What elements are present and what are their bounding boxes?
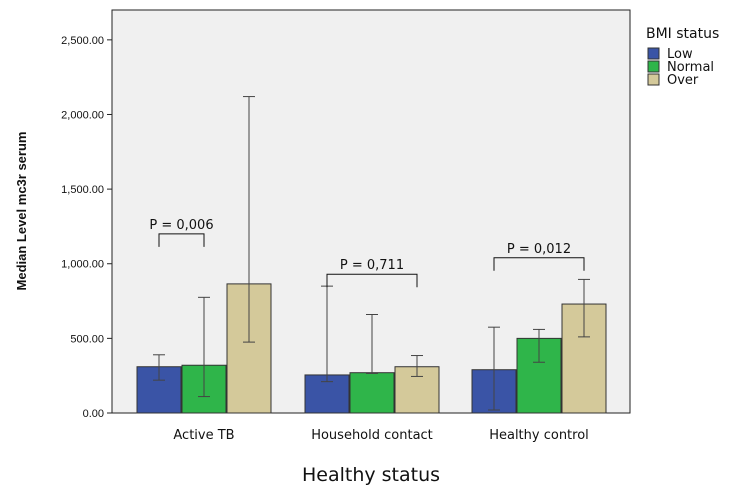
bar: [349, 372, 395, 414]
legend-swatch: [647, 73, 660, 86]
significance-bracket: [326, 273, 418, 288]
y-tick-label: 2,500.00: [61, 35, 104, 47]
legend-swatch: [647, 60, 660, 73]
significance-bracket: [158, 233, 205, 247]
p-value-label: P = 0,006: [149, 218, 213, 233]
legend-item-label: Low: [667, 47, 693, 62]
y-tick-label: 1,500.00: [61, 184, 104, 196]
y-tick-label: 2,000.00: [61, 109, 104, 121]
legend-title: BMI status: [646, 26, 719, 42]
x-axis-label: Healthy status: [302, 464, 440, 486]
legend-item-label: Normal: [667, 60, 714, 75]
p-value-label: P = 0,012: [507, 242, 571, 257]
significance-bracket: [493, 257, 585, 271]
x-tick-label: Household contact: [311, 428, 433, 443]
y-tick-label: 1,000.00: [61, 259, 104, 271]
y-axis-label: Median Level mc3r serum: [14, 132, 29, 291]
x-tick-label: Healthy control: [489, 428, 589, 443]
legend-item-label: Over: [667, 73, 699, 88]
x-tick-label: Active TB: [173, 428, 234, 443]
legend-swatch: [647, 47, 660, 60]
y-tick-label: 0.00: [83, 408, 104, 420]
p-value-label: P = 0,711: [340, 258, 404, 273]
y-tick-label: 500.00: [70, 333, 104, 345]
